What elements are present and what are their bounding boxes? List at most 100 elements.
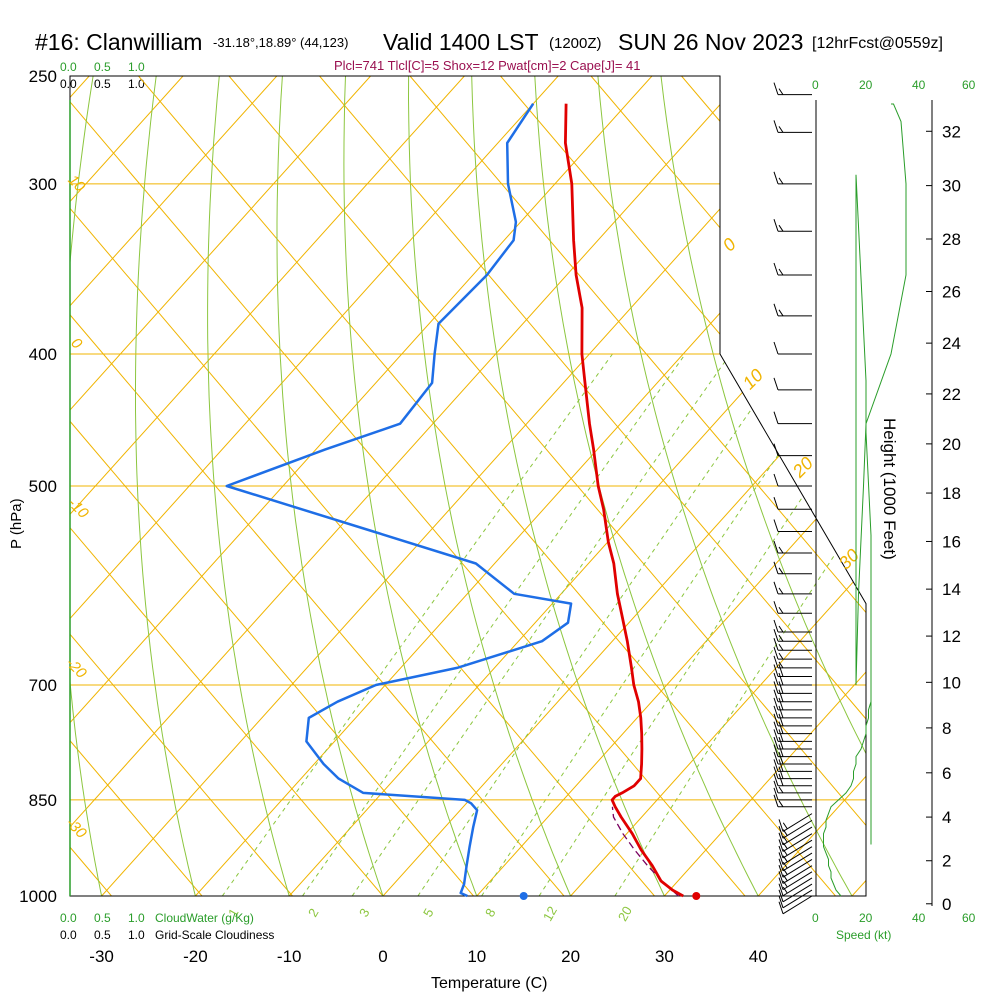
pressure-tick-label: 400: [29, 345, 57, 364]
wind-barb-feather: [773, 262, 779, 276]
wind-barb: [773, 171, 812, 185]
wind-barb-feather: [778, 895, 784, 908]
wind-barb-feather: [778, 625, 784, 633]
wind-barb-feather: [773, 729, 779, 742]
mixing-label-3: 3: [356, 906, 373, 920]
speed-bottom-tick-0: 0: [812, 911, 819, 925]
wind-barb-feather: [773, 619, 779, 633]
top-green-scale-2: 1.0: [128, 60, 145, 74]
wind-barb-shaft: [782, 889, 813, 909]
wind-barb-shaft: [782, 865, 813, 884]
wind-barb: [773, 713, 812, 727]
wind-barb-feather: [778, 901, 784, 914]
wind-barb-feather: [778, 664, 784, 677]
wind-barb: [778, 895, 813, 915]
wind-barb-feather: [778, 839, 784, 852]
wind-barb-feather: [782, 874, 788, 882]
pressure-tick-label: 700: [29, 676, 57, 695]
height-tick-label: 0: [942, 895, 951, 914]
wind-barb-feather: [773, 751, 779, 765]
cross-isotherm-line: [70, 76, 384, 896]
wind-barb-feather: [782, 880, 788, 888]
wind-barbs: [773, 82, 813, 915]
wind-barb: [773, 759, 812, 772]
wind-barb-feather: [773, 697, 779, 711]
wind-barb: [773, 729, 812, 742]
speed-top-tick-40: 40: [912, 78, 926, 92]
wind-barb: [773, 443, 812, 457]
top-cloudiness-scale: 0.0 0.5 1.0: [60, 77, 145, 91]
dry-adiabat-line: [533, 76, 774, 896]
wind-barb-feather: [778, 766, 784, 779]
wind-barb-feather: [773, 82, 779, 95]
wind-barb-feather: [778, 832, 784, 845]
wind-barb-shaft: [782, 826, 813, 846]
speed-bottom-tick-20: 20: [859, 911, 873, 925]
wind-barb-shaft: [782, 883, 813, 903]
station-coords: -31.18°,18.89° (44,123): [213, 35, 348, 50]
wind-barb: [773, 655, 812, 669]
wind-barb: [773, 219, 812, 232]
isotherm-label-minus30: -30: [62, 815, 90, 843]
wind-barb: [773, 689, 812, 703]
forecast-label: [12hrFcst@0559z]: [812, 35, 943, 52]
adiabat-lines: [70, 76, 866, 896]
wind-barb-feather: [778, 871, 784, 884]
indices-line: Plcl=741 Tlcl[C]=5 Shox=12 Pwat[cm]=2 Ca…: [334, 58, 641, 73]
wind-barb-shaft: [782, 858, 813, 878]
cross-isotherm-line: [0, 76, 21, 896]
wind-barb-feather: [778, 705, 784, 719]
wind-barb-feather: [778, 587, 784, 595]
wind-barb-feather: [778, 672, 784, 686]
mixing-label-8: 8: [482, 906, 499, 920]
wind-barb: [773, 646, 812, 660]
height-tick-label: 6: [942, 764, 951, 783]
temperature-tick-label: -10: [277, 947, 302, 966]
height-tick-label: 12: [942, 627, 961, 646]
wind-barb-feather: [773, 120, 779, 133]
dry-adiabat-line: [470, 76, 679, 896]
height-tick-label: 22: [942, 385, 961, 404]
wind-barb: [778, 858, 813, 878]
wind-barb-feather: [773, 646, 779, 660]
wind-barb: [773, 581, 812, 595]
wind-barb-feather: [778, 721, 784, 734]
wind-barb: [773, 262, 812, 276]
temperature-axis-label: Temperature (C): [431, 975, 547, 992]
wind-barb-shaft: [782, 877, 813, 897]
height-axis-label: Height (1000 Feet): [880, 418, 899, 560]
wind-barb-feather: [778, 852, 784, 865]
wind-barb-feather: [778, 865, 784, 878]
isotherm-label-10-right: 10: [739, 365, 767, 393]
wind-barb-feather: [773, 519, 779, 532]
wind-speed-profile: [823, 103, 907, 897]
wind-barb-feather: [778, 736, 784, 750]
wind-barb-feather: [778, 877, 784, 890]
wind-barb: [773, 82, 812, 96]
wind-barb-feather: [773, 377, 779, 391]
wind-barb-feather: [773, 171, 779, 185]
speed-top-tick-60: 60: [962, 78, 976, 92]
wind-barb-feather: [778, 729, 784, 742]
mixing-ratio-line: [221, 353, 613, 896]
mixing-ratio-labels: 1 2 3 5 8 12 20: [225, 904, 635, 924]
speed-axis-label: Speed (kt): [836, 928, 891, 942]
wind-barb-feather: [773, 713, 779, 726]
bottom-black-scale-1: 0.5: [94, 928, 111, 942]
top-black-scale-1: 0.5: [94, 77, 111, 91]
pressure-tick-label: 850: [29, 791, 57, 810]
wind-barb: [773, 751, 812, 765]
wind-barb-feather: [778, 825, 784, 839]
wind-barb-feather: [778, 268, 784, 276]
wind-barb-feather: [773, 561, 779, 574]
isotherm-labels: 10 0 -10 -20 -30 0 10 20 30: [62, 172, 863, 843]
mixing-label-20: 20: [615, 904, 635, 924]
wind-barb-feather: [778, 126, 784, 133]
speed-bottom-tick-40: 40: [912, 911, 926, 925]
wind-barb: [773, 497, 812, 510]
wind-barb-feather: [778, 751, 784, 765]
wind-barb-feather: [778, 88, 784, 95]
pressure-axis-label: P (hPa): [8, 498, 25, 549]
wind-barb: [773, 787, 812, 801]
